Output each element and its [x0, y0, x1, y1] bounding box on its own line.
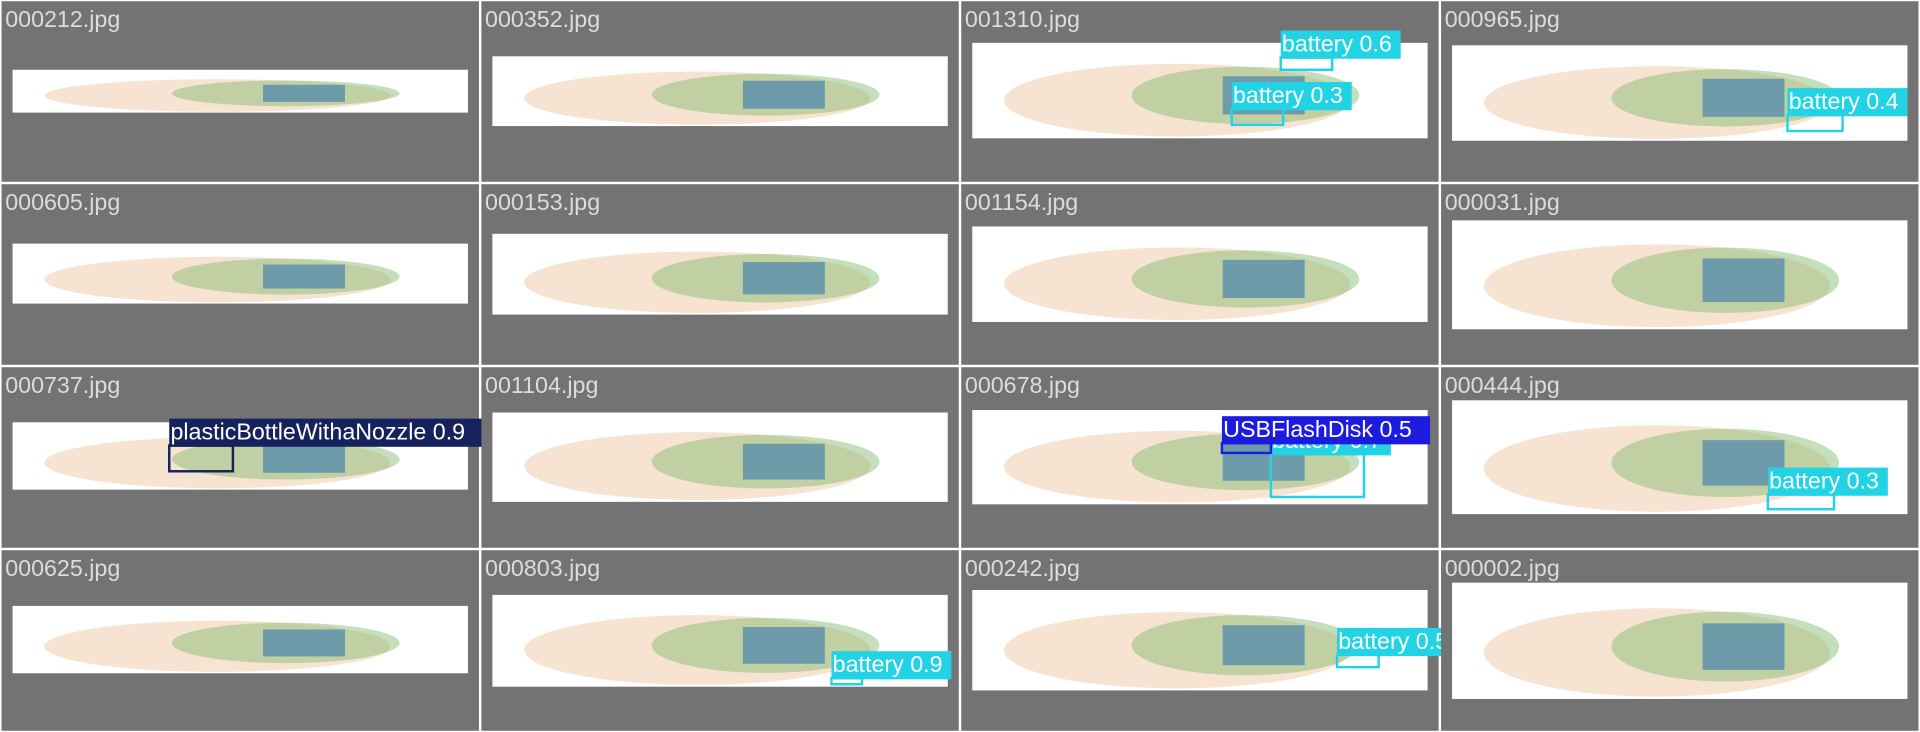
file-name: 000678.jpg [965, 372, 1080, 398]
tile: 001154.jpg [961, 184, 1439, 365]
tile: 000002.jpg [1441, 550, 1919, 731]
file-name: 000212.jpg [5, 6, 120, 32]
tile: 000965.jpg battery 0.4 [1441, 1, 1919, 182]
xray-object [742, 627, 825, 664]
detection-label-bg [831, 651, 952, 680]
file-name: 000153.jpg [485, 189, 600, 215]
detection-label: plasticBottleWithaNozzle 0.9 [170, 418, 465, 444]
file-name: 000002.jpg [1445, 555, 1560, 581]
xray-image [972, 226, 1428, 322]
xray-image [492, 233, 948, 315]
detection-label-bg [1221, 416, 1431, 445]
tile: 000444.jpg battery 0.3 [1441, 367, 1919, 548]
detection-label-bg [1337, 627, 1457, 657]
detection-label-bg [169, 418, 495, 447]
detection-label: battery 0.3 [1233, 82, 1343, 108]
detection-label: battery 0.3 [1769, 467, 1879, 493]
xray-object [742, 262, 825, 295]
tile: 000352.jpg [481, 1, 959, 182]
xray-image [12, 605, 468, 674]
tile: 000212.jpg [1, 1, 479, 182]
file-name: 000737.jpg [5, 372, 120, 398]
xray-object [1702, 623, 1785, 670]
tile: 000737.jpg plasticBottleWithaNozzle 0.9 [1, 367, 495, 548]
tile: 000031.jpg [1441, 184, 1919, 365]
xray-object [1222, 625, 1305, 666]
file-name: 000803.jpg [485, 555, 600, 581]
file-name: 000031.jpg [1445, 189, 1560, 215]
tile: 000153.jpg [481, 184, 959, 365]
xray-object [263, 445, 345, 473]
file-name: 000444.jpg [1445, 372, 1560, 398]
tile: 001104.jpg [481, 367, 959, 548]
xray-object [1702, 258, 1785, 303]
xray-object [263, 264, 345, 289]
tile: 000242.jpg battery 0.5 [961, 550, 1457, 731]
detection-label: battery 0.6 [1282, 30, 1392, 56]
xray-image [1452, 220, 1908, 330]
file-name: 000242.jpg [965, 555, 1080, 581]
xray-object [263, 84, 345, 102]
xray-image [12, 243, 468, 304]
xray-object [1222, 259, 1305, 299]
file-name: 000965.jpg [1445, 6, 1560, 32]
detection-label-bg [1280, 30, 1401, 59]
detection-label: battery 0.4 [1789, 88, 1899, 114]
detection-label: battery 0.9 [833, 651, 943, 677]
detection-label: USBFlashDisk 0.5 [1223, 416, 1412, 442]
tile: 000803.jpg battery 0.9 [481, 550, 959, 731]
tile: 001310.jpg battery 0.6 battery 0.3 [961, 1, 1439, 182]
xray-object [1702, 78, 1785, 117]
file-name: 001104.jpg [485, 372, 598, 398]
file-name: 000352.jpg [485, 6, 600, 32]
xray-image [1452, 582, 1908, 699]
xray-image [492, 56, 948, 127]
xray-object [263, 629, 345, 657]
detection-label-bg [1787, 88, 1908, 117]
detection-label-bg [1767, 467, 1888, 496]
file-name: 001154.jpg [965, 189, 1078, 215]
file-name: 000605.jpg [5, 189, 120, 215]
xray-image [12, 69, 468, 113]
xray-object [742, 443, 825, 480]
file-name: 000625.jpg [5, 555, 120, 581]
xray-object [742, 80, 825, 109]
detection-label-bg [1231, 82, 1352, 111]
file-name: 001310.jpg [965, 6, 1080, 32]
xray-image [492, 412, 948, 502]
tile: 000605.jpg [1, 184, 479, 365]
detection-label: battery 0.5 [1338, 628, 1448, 654]
tile: 000625.jpg [1, 550, 479, 731]
